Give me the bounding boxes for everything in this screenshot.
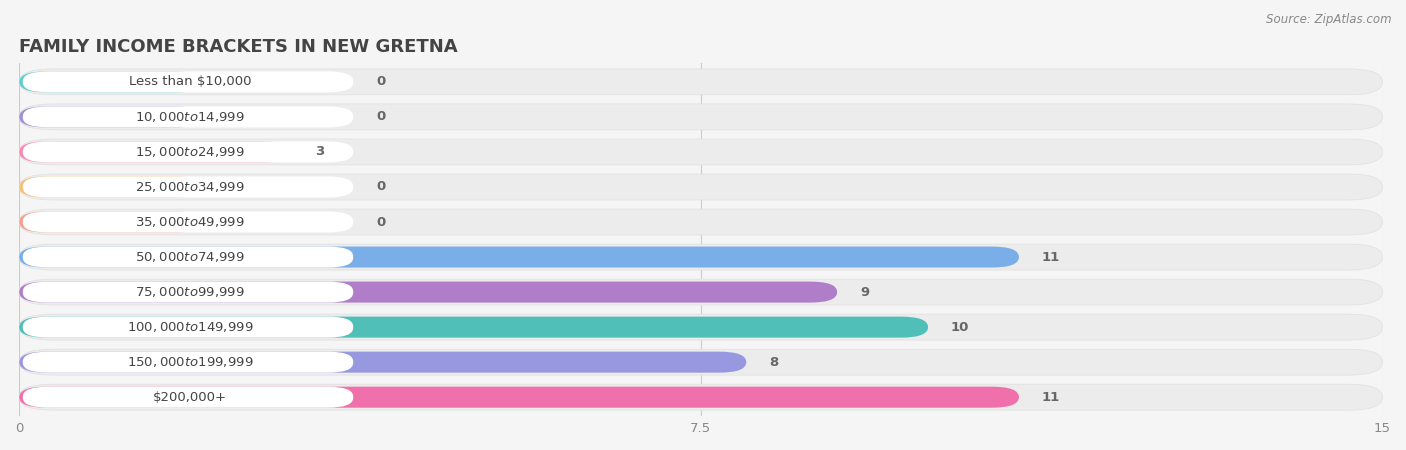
FancyBboxPatch shape <box>20 282 837 302</box>
FancyBboxPatch shape <box>20 314 1382 340</box>
Text: $10,000 to $14,999: $10,000 to $14,999 <box>135 110 245 124</box>
FancyBboxPatch shape <box>22 106 353 127</box>
Text: 0: 0 <box>375 180 385 194</box>
FancyBboxPatch shape <box>20 387 1019 408</box>
FancyBboxPatch shape <box>20 176 202 198</box>
FancyBboxPatch shape <box>20 72 202 92</box>
FancyBboxPatch shape <box>22 176 353 198</box>
FancyBboxPatch shape <box>22 282 353 302</box>
FancyBboxPatch shape <box>22 141 353 162</box>
FancyBboxPatch shape <box>20 247 1019 268</box>
FancyBboxPatch shape <box>22 212 353 233</box>
Text: $100,000 to $149,999: $100,000 to $149,999 <box>127 320 253 334</box>
Text: 9: 9 <box>860 286 869 299</box>
FancyBboxPatch shape <box>20 349 1382 375</box>
FancyBboxPatch shape <box>20 139 1382 165</box>
Text: $200,000+: $200,000+ <box>153 391 226 404</box>
FancyBboxPatch shape <box>20 141 292 162</box>
Text: $15,000 to $24,999: $15,000 to $24,999 <box>135 145 245 159</box>
Text: 3: 3 <box>315 145 323 158</box>
FancyBboxPatch shape <box>20 104 1382 130</box>
Text: FAMILY INCOME BRACKETS IN NEW GRETNA: FAMILY INCOME BRACKETS IN NEW GRETNA <box>20 37 458 55</box>
Text: 11: 11 <box>1042 391 1060 404</box>
Text: $75,000 to $99,999: $75,000 to $99,999 <box>135 285 245 299</box>
Text: 0: 0 <box>375 216 385 229</box>
FancyBboxPatch shape <box>20 174 1382 200</box>
Text: $35,000 to $49,999: $35,000 to $49,999 <box>135 215 245 229</box>
FancyBboxPatch shape <box>20 384 1382 410</box>
FancyBboxPatch shape <box>20 351 747 373</box>
FancyBboxPatch shape <box>20 106 202 127</box>
Text: Less than $10,000: Less than $10,000 <box>128 76 252 88</box>
Text: 10: 10 <box>950 320 969 333</box>
FancyBboxPatch shape <box>20 317 928 338</box>
Text: 8: 8 <box>769 356 779 369</box>
FancyBboxPatch shape <box>22 351 353 373</box>
FancyBboxPatch shape <box>20 212 202 233</box>
Text: $25,000 to $34,999: $25,000 to $34,999 <box>135 180 245 194</box>
Text: $50,000 to $74,999: $50,000 to $74,999 <box>135 250 245 264</box>
FancyBboxPatch shape <box>20 244 1382 270</box>
Text: 0: 0 <box>375 110 385 123</box>
Text: Source: ZipAtlas.com: Source: ZipAtlas.com <box>1267 14 1392 27</box>
FancyBboxPatch shape <box>20 279 1382 305</box>
FancyBboxPatch shape <box>22 317 353 338</box>
FancyBboxPatch shape <box>22 247 353 268</box>
Text: 0: 0 <box>375 76 385 88</box>
FancyBboxPatch shape <box>22 72 353 92</box>
FancyBboxPatch shape <box>20 69 1382 95</box>
Text: $150,000 to $199,999: $150,000 to $199,999 <box>127 355 253 369</box>
FancyBboxPatch shape <box>22 387 353 408</box>
FancyBboxPatch shape <box>20 209 1382 235</box>
Text: 11: 11 <box>1042 251 1060 264</box>
